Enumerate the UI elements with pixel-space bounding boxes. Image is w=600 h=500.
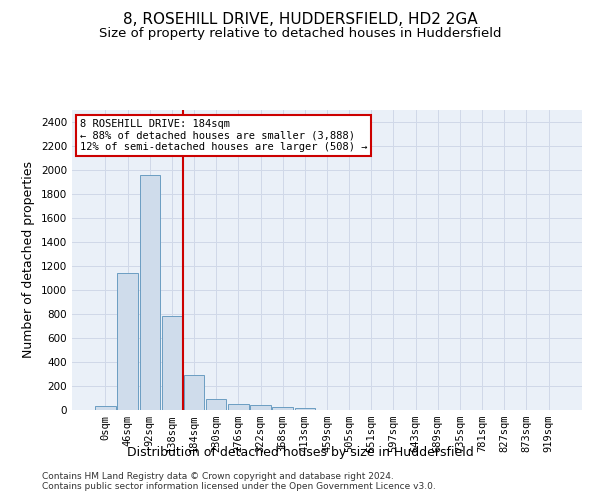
Bar: [228, 404, 248, 410]
Text: Distribution of detached houses by size in Huddersfield: Distribution of detached houses by size …: [127, 446, 473, 459]
Bar: [184, 374, 204, 410]
Bar: [206, 398, 226, 410]
Bar: [250, 405, 271, 410]
Bar: [118, 273, 138, 410]
Bar: [161, 316, 182, 410]
Bar: [95, 406, 116, 410]
Text: 8 ROSEHILL DRIVE: 184sqm
← 88% of detached houses are smaller (3,888)
12% of sem: 8 ROSEHILL DRIVE: 184sqm ← 88% of detach…: [80, 119, 367, 152]
Text: Size of property relative to detached houses in Huddersfield: Size of property relative to detached ho…: [99, 28, 501, 40]
Text: Contains public sector information licensed under the Open Government Licence v3: Contains public sector information licen…: [42, 482, 436, 491]
Text: Contains HM Land Registry data © Crown copyright and database right 2024.: Contains HM Land Registry data © Crown c…: [42, 472, 394, 481]
Bar: [272, 407, 293, 410]
Y-axis label: Number of detached properties: Number of detached properties: [22, 162, 35, 358]
Bar: [140, 175, 160, 410]
Text: 8, ROSEHILL DRIVE, HUDDERSFIELD, HD2 2GA: 8, ROSEHILL DRIVE, HUDDERSFIELD, HD2 2GA: [122, 12, 478, 28]
Bar: [295, 408, 315, 410]
